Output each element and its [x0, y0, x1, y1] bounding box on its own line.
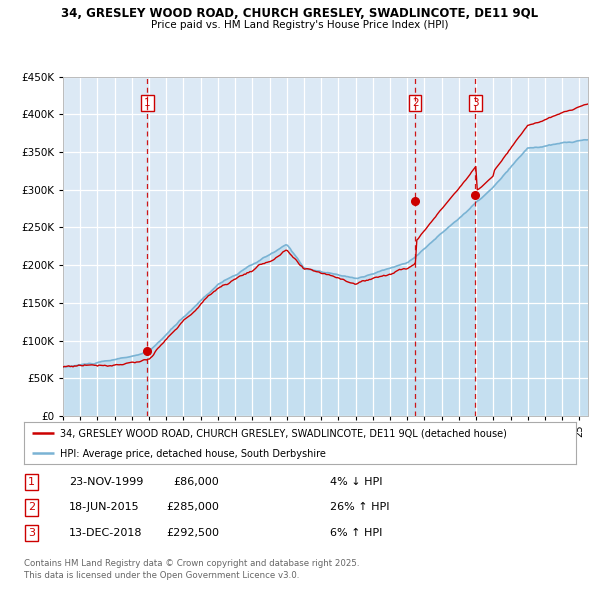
Text: 23-NOV-1999: 23-NOV-1999	[69, 477, 143, 487]
Text: 6% ↑ HPI: 6% ↑ HPI	[330, 528, 382, 537]
Text: Contains HM Land Registry data © Crown copyright and database right 2025.
This d: Contains HM Land Registry data © Crown c…	[24, 559, 359, 579]
Text: 2: 2	[412, 98, 418, 108]
Text: £292,500: £292,500	[166, 528, 219, 537]
Text: 4% ↓ HPI: 4% ↓ HPI	[330, 477, 383, 487]
Text: 1: 1	[28, 477, 35, 487]
Text: Price paid vs. HM Land Registry's House Price Index (HPI): Price paid vs. HM Land Registry's House …	[151, 20, 449, 30]
Text: 13-DEC-2018: 13-DEC-2018	[69, 528, 143, 537]
Text: 3: 3	[28, 528, 35, 537]
Text: 34, GRESLEY WOOD ROAD, CHURCH GRESLEY, SWADLINCOTE, DE11 9QL (detached house): 34, GRESLEY WOOD ROAD, CHURCH GRESLEY, S…	[60, 428, 507, 438]
Text: 1: 1	[144, 98, 151, 108]
Text: 2: 2	[28, 503, 35, 512]
Text: £86,000: £86,000	[173, 477, 219, 487]
Text: 34, GRESLEY WOOD ROAD, CHURCH GRESLEY, SWADLINCOTE, DE11 9QL: 34, GRESLEY WOOD ROAD, CHURCH GRESLEY, S…	[61, 7, 539, 20]
Text: 18-JUN-2015: 18-JUN-2015	[69, 503, 140, 512]
Text: £285,000: £285,000	[166, 503, 219, 512]
Text: 3: 3	[472, 98, 479, 108]
Text: HPI: Average price, detached house, South Derbyshire: HPI: Average price, detached house, Sout…	[60, 449, 326, 458]
Text: 26% ↑ HPI: 26% ↑ HPI	[330, 503, 389, 512]
